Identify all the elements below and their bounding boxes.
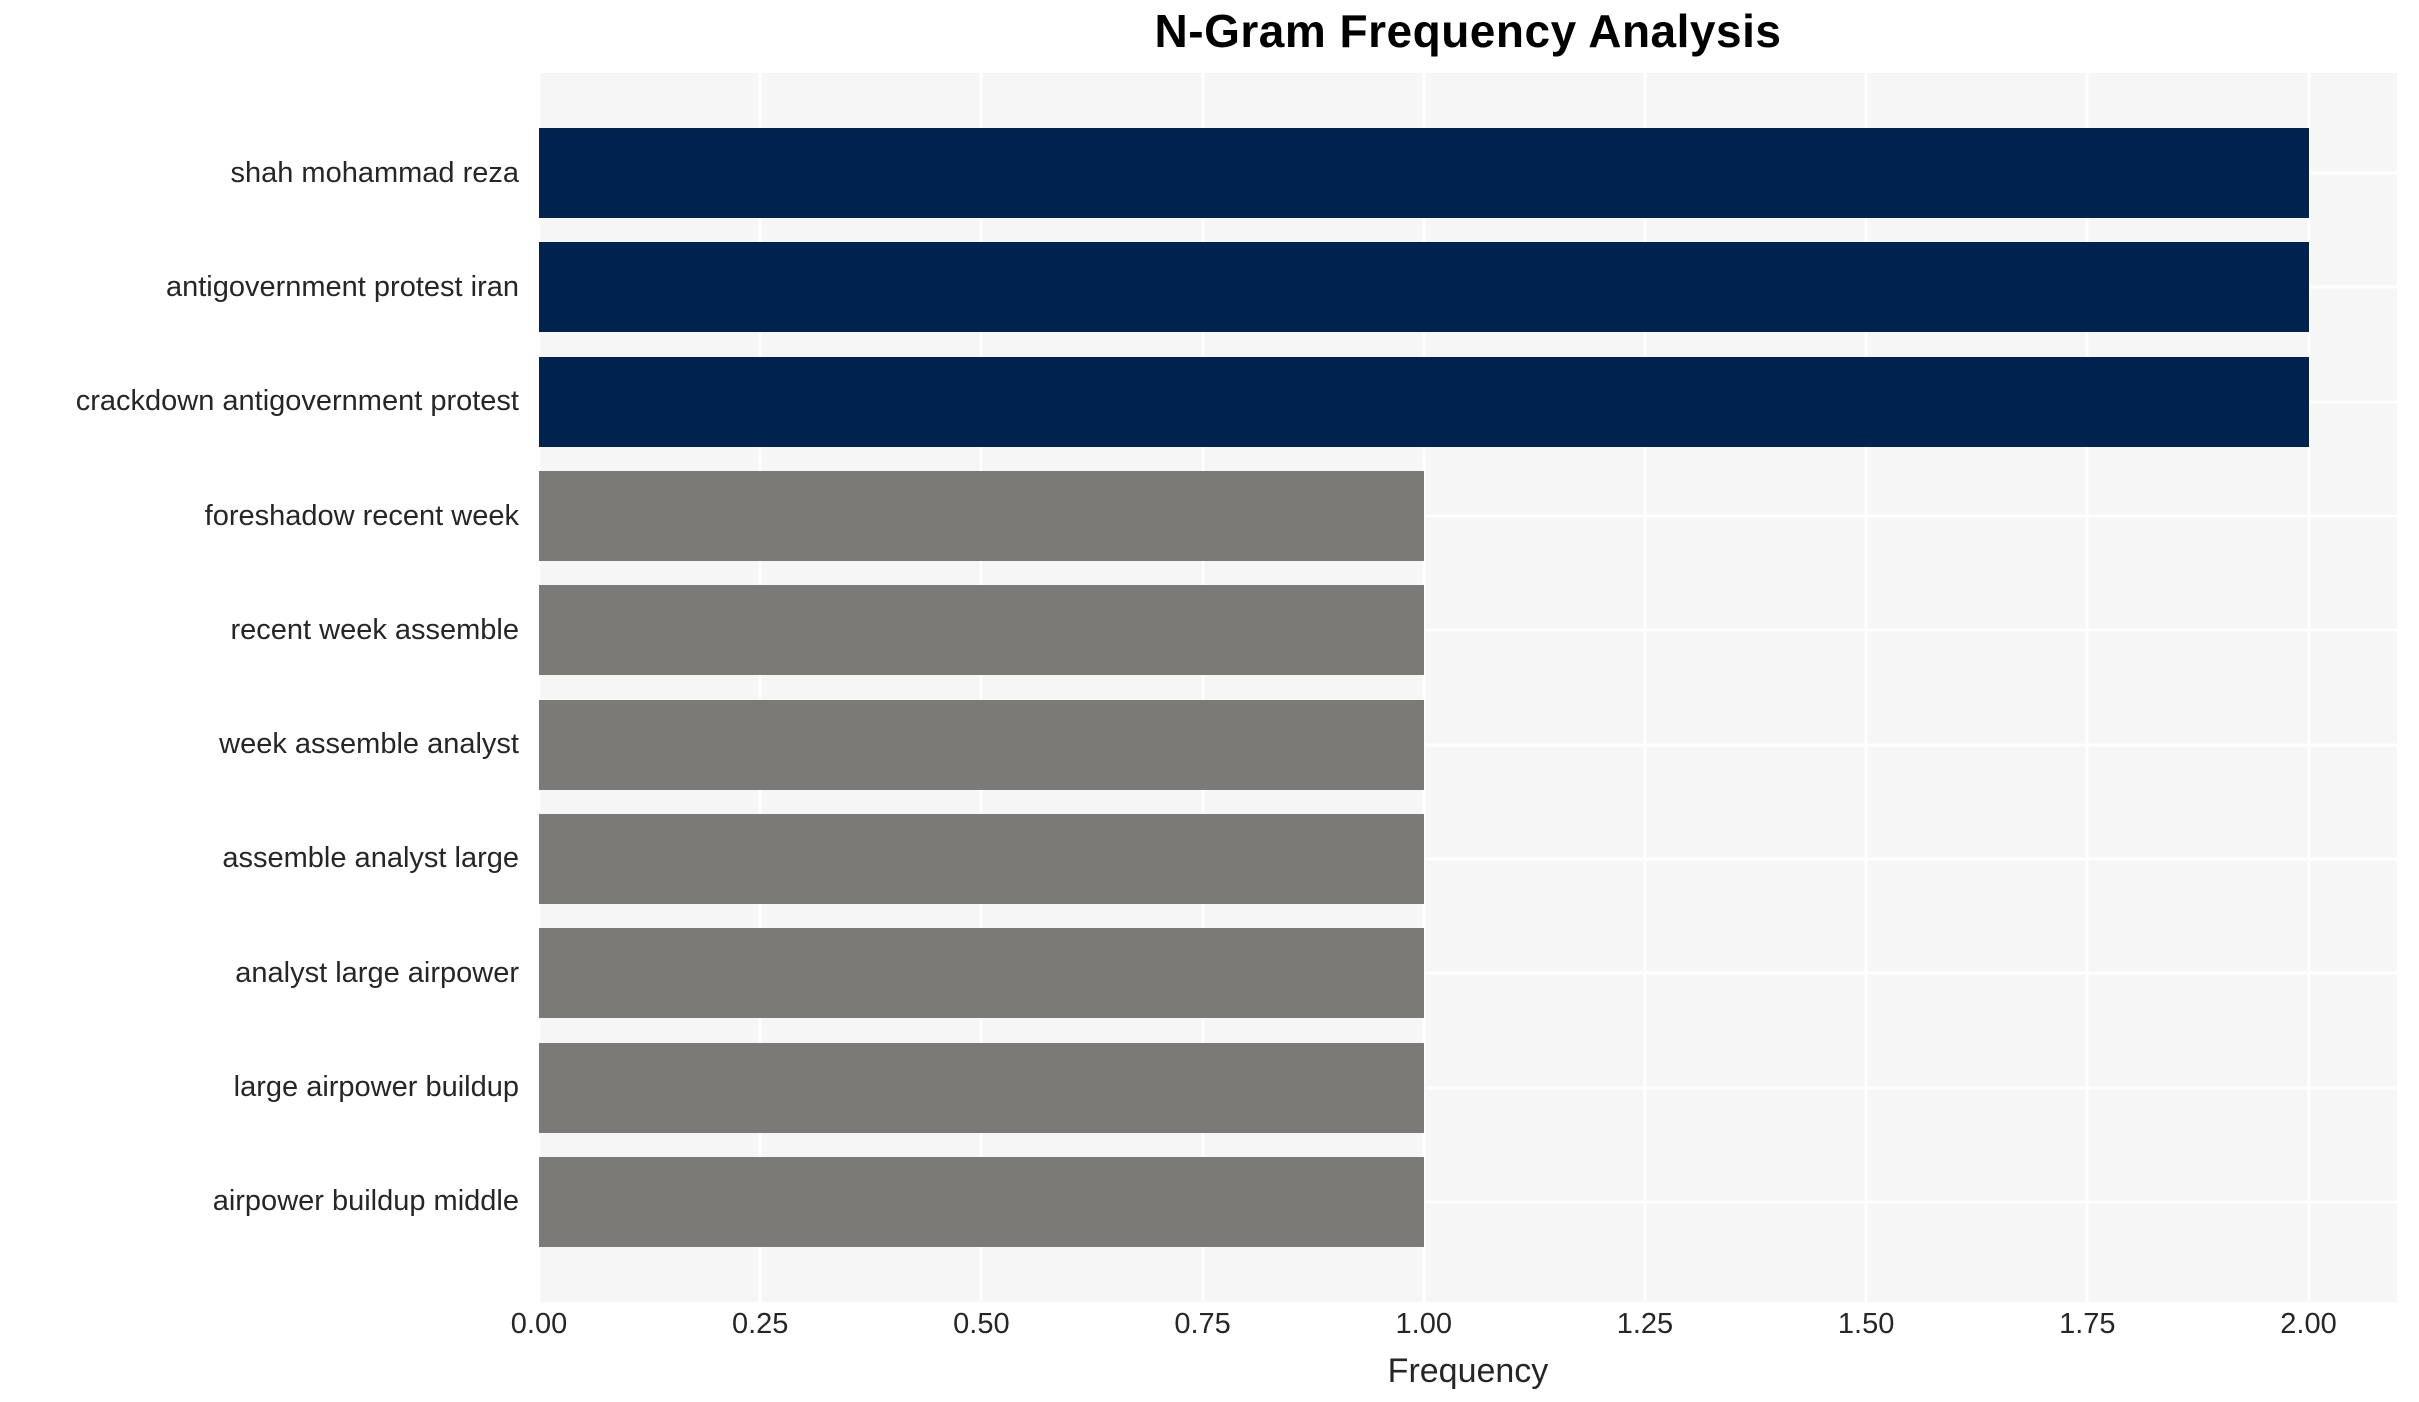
bar: [539, 585, 1424, 676]
gridline-horizontal: [539, 743, 2397, 747]
y-axis-label: recent week assemble: [230, 613, 519, 646]
x-tick-label: 0.75: [1174, 1308, 1231, 1340]
x-axis-label: Frequency: [1387, 1352, 1549, 1390]
y-axis-label: airpower buildup middle: [212, 1185, 519, 1218]
gridline-vertical: [1643, 73, 1647, 1302]
bar: [539, 928, 1424, 1019]
x-tick-label: 2.00: [2280, 1308, 2337, 1340]
y-axis-label: assemble analyst large: [222, 842, 519, 875]
plot-area: [537, 73, 2397, 1302]
gridline-vertical: [758, 73, 762, 1302]
gridline-horizontal: [539, 628, 2397, 632]
x-tick-label: 0.50: [953, 1308, 1010, 1340]
gridline-horizontal: [539, 857, 2397, 861]
x-tick-label: 1.50: [1837, 1308, 1895, 1340]
bar: [539, 813, 1424, 904]
gridline-vertical: [2307, 73, 2311, 1302]
y-axis-label: week assemble analyst: [219, 728, 519, 761]
x-tick-label: 1.75: [2059, 1308, 2116, 1340]
bar: [539, 699, 1424, 790]
y-axis-label: large airpower buildup: [233, 1071, 519, 1104]
x-tick-label: 1.00: [1395, 1308, 1452, 1340]
gridline-vertical: [1422, 73, 1426, 1302]
y-axis-label: foreshadow recent week: [204, 499, 519, 532]
y-axis-label: analyst large airpower: [235, 956, 519, 989]
bar: [539, 356, 2309, 447]
gridline-vertical: [1201, 73, 1205, 1302]
x-tick-label: 1.25: [1616, 1308, 1674, 1340]
bar: [539, 242, 2309, 333]
y-axis-label: shah mohammad reza: [230, 156, 519, 189]
gridline-horizontal: [539, 1086, 2397, 1090]
gridline-vertical: [1864, 73, 1868, 1302]
gridline-vertical: [979, 73, 983, 1302]
gridline-vertical: [537, 73, 541, 1302]
gridline-horizontal: [539, 1200, 2397, 1204]
bar: [539, 471, 1424, 562]
gridline-horizontal: [539, 971, 2397, 975]
bar: [539, 128, 2309, 219]
y-axis-label: antigovernment protest iran: [165, 270, 519, 303]
chart-title: N-Gram Frequency Analysis: [1154, 5, 1782, 57]
bar: [539, 1042, 1424, 1133]
y-axis-label: crackdown antigovernment protest: [75, 385, 519, 418]
gridline-horizontal: [539, 514, 2397, 518]
bar: [539, 1156, 1424, 1247]
x-tick-label: 0.25: [731, 1308, 789, 1340]
gridline-vertical: [2085, 73, 2089, 1302]
x-tick-label: 0.00: [510, 1308, 568, 1340]
